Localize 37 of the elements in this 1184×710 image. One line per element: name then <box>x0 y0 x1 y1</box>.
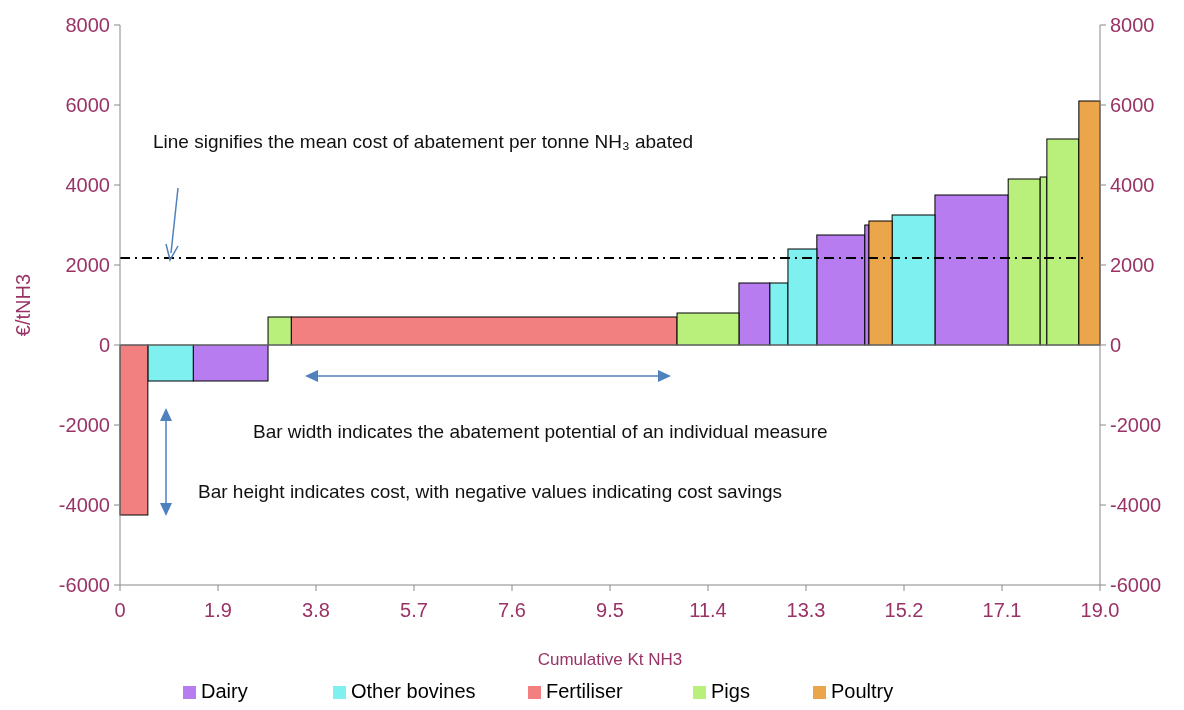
x-tick-label: 9.5 <box>596 599 624 621</box>
legend-label: Pigs <box>711 680 750 702</box>
x-tick-label: 17.1 <box>982 599 1022 621</box>
x-axis-title: Cumulative Kt NH3 <box>537 650 683 669</box>
y2-tick-label: -2000 <box>1110 414 1162 436</box>
x-tick-label: 3.8 <box>302 599 330 621</box>
legend-label: Fertiliser <box>546 680 624 702</box>
annotation: Line signifies the mean cost of abatement per tonne NH₃ abated <box>153 131 694 152</box>
y2-tick-label: 6000 <box>1110 94 1155 116</box>
y2-tick-label: 8000 <box>1110 14 1155 36</box>
y-tick-label: -6000 <box>58 574 110 596</box>
y-tick-label: 4000 <box>65 174 110 196</box>
legend-label: Dairy <box>201 680 248 702</box>
x-tick-label: 15.2 <box>884 599 924 621</box>
y2-tick-label: -4000 <box>1110 494 1162 516</box>
x-tick-label: 19.0 <box>1080 599 1120 621</box>
x-tick-label: 1.9 <box>204 599 232 621</box>
y2-tick-label: -6000 <box>1110 574 1162 596</box>
x-tick-label: 11.4 <box>689 599 727 621</box>
y-tick-label: 0 <box>98 334 110 356</box>
x-tick-label: 5.7 <box>400 599 428 621</box>
y-axis-title: €/tNH3 <box>12 273 34 337</box>
x-tick-label: 7.6 <box>498 599 526 621</box>
y2-tick-label: 0 <box>1110 334 1122 356</box>
legend-label: Other bovines <box>351 680 476 702</box>
legend-label: Poultry <box>831 680 894 702</box>
y2-tick-label: 4000 <box>1110 174 1155 196</box>
x-tick-label: 13.3 <box>786 599 826 621</box>
y-tick-label: 8000 <box>65 14 110 36</box>
annotation: Bar width indicates the abatement potential of an individual measure <box>253 421 828 442</box>
y-tick-label: 6000 <box>65 94 110 116</box>
annotation: Bar height indicates cost, with negative values indicating cost savings <box>198 481 783 502</box>
y-tick-label: -4000 <box>58 494 110 516</box>
x-tick-label: 0 <box>114 599 126 621</box>
y2-tick-label: 2000 <box>1110 254 1155 276</box>
y-tick-label: -2000 <box>58 414 110 436</box>
y-tick-label: 2000 <box>65 254 110 276</box>
